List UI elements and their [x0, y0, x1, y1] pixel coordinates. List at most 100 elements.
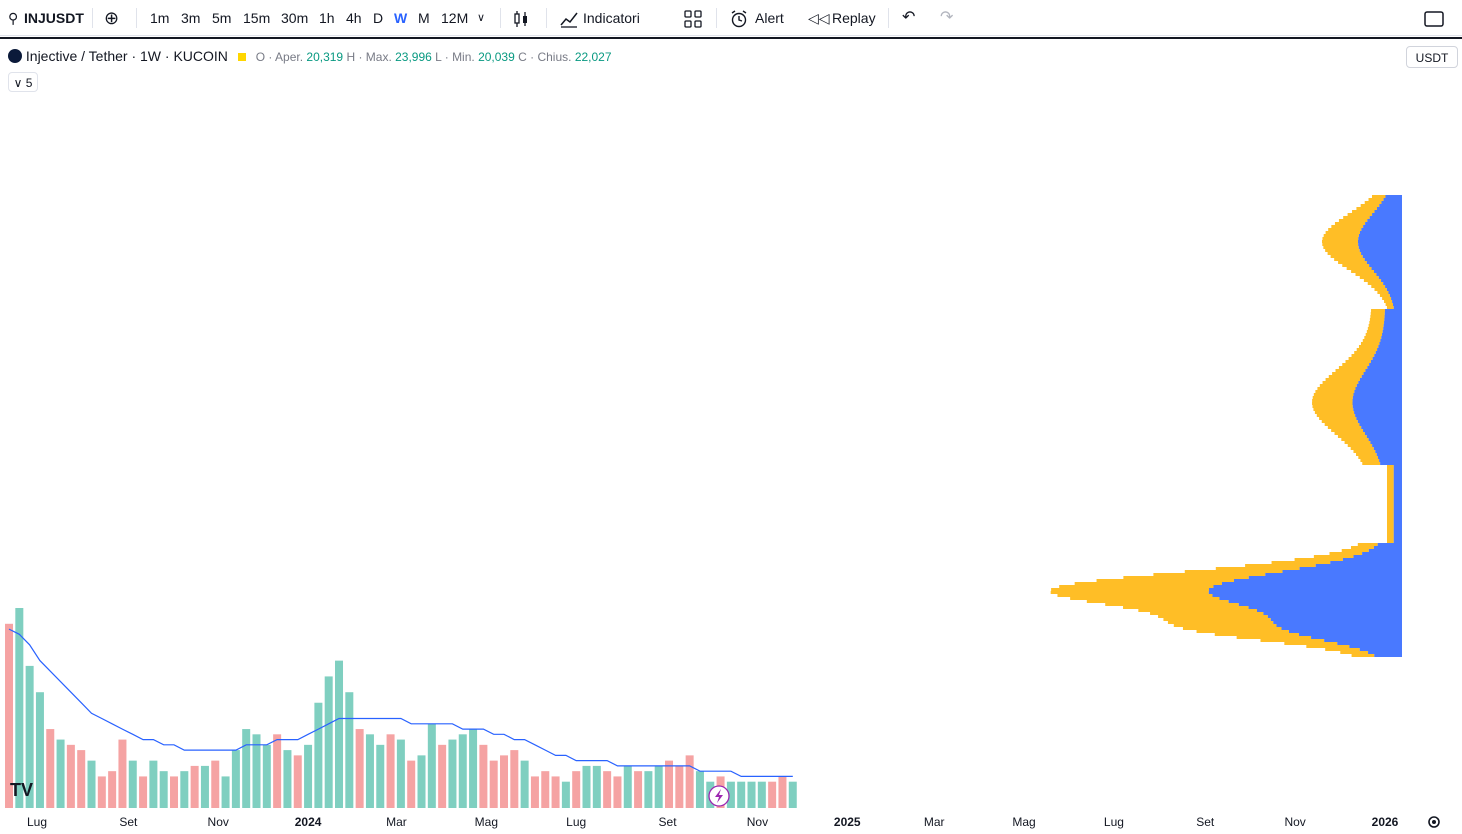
volume-profile-row-down: [1354, 390, 1402, 393]
interval-1h[interactable]: 1h: [319, 10, 335, 26]
volume-bar: [56, 739, 65, 808]
volume-bar: [118, 739, 127, 808]
volume-profile-row-down: [1367, 219, 1402, 222]
compare-symbol-icon[interactable]: ⊕: [104, 8, 120, 28]
symbol-search-icon[interactable]: ⚲: [8, 10, 19, 26]
interval-w[interactable]: W: [394, 10, 408, 26]
settings-gear-icon[interactable]: [1428, 816, 1440, 828]
volume-profile-row-down: [1372, 444, 1402, 447]
chart-legend[interactable]: Injective / Tether · 1W · KUCOIN O · Ape…: [8, 48, 612, 64]
interval-30m[interactable]: 30m: [281, 10, 309, 26]
currency-button[interactable]: USDT: [1406, 46, 1458, 68]
alert-button[interactable]: Alert: [755, 10, 784, 26]
indicators-button[interactable]: Indicatori: [583, 10, 640, 26]
time-tick-label: Set: [119, 815, 138, 829]
volume-bar: [685, 755, 694, 808]
volume-profile-row-up: [1356, 348, 1378, 351]
volume-profile-row-down: [1380, 462, 1402, 465]
volume-bar: [417, 755, 426, 808]
interval-3m[interactable]: 3m: [181, 10, 201, 26]
indicators-icon[interactable]: [560, 0, 578, 36]
volume-bar: [500, 755, 509, 808]
volume-profile-row-up: [1059, 585, 1214, 588]
undo-icon[interactable]: ↶: [902, 9, 916, 26]
volume-profile-row-down: [1359, 648, 1402, 651]
volume-bar: [77, 750, 86, 808]
candles-chart-type-icon[interactable]: [512, 0, 530, 36]
interval-m[interactable]: M: [418, 10, 430, 26]
volume-profile-row-up: [1387, 507, 1394, 510]
volume-profile-row-down: [1265, 573, 1402, 576]
volume-bar: [365, 734, 374, 808]
exchange-logo-icon: [8, 49, 22, 63]
volume-profile-row-up: [1314, 411, 1355, 414]
volume-profile-row-down: [1263, 612, 1402, 615]
symbol-search-button[interactable]: INJUSDT: [24, 10, 84, 26]
interval-12m[interactable]: 12M: [441, 10, 469, 26]
interval-dropdown-chevron-icon[interactable]: ∨: [477, 12, 486, 24]
volume-profile-row-down: [1358, 234, 1402, 237]
volume-profile-row-up: [1387, 465, 1394, 468]
volume-profile-row-down: [1393, 513, 1402, 516]
fullscreen-icon[interactable]: [1424, 0, 1444, 36]
volume-profile-row-down: [1393, 486, 1402, 489]
volume-profile-row-down: [1383, 198, 1402, 201]
lightning-icon[interactable]: [708, 785, 730, 807]
volume-bar: [304, 744, 313, 808]
volume-profile-row-up: [1346, 267, 1372, 270]
volume-profile-row-up: [1323, 234, 1359, 237]
volume-profile-row-up: [1351, 270, 1375, 273]
volume-profile-row-up: [1325, 378, 1360, 381]
volume-profile-row-up: [1338, 261, 1367, 264]
volume-profile-row-up: [1215, 567, 1300, 570]
volume-profile-row-up: [1338, 219, 1368, 222]
alert-clock-icon[interactable]: [730, 0, 748, 36]
volume-profile-row-up: [1312, 405, 1353, 408]
volume-bar: [262, 744, 271, 808]
volume-profile-row-up: [1196, 630, 1290, 633]
interval-15m[interactable]: 15m: [243, 10, 271, 26]
volume-profile-row-up: [1324, 423, 1360, 426]
volume-profile-row-down: [1234, 579, 1402, 582]
interval-5m[interactable]: 5m: [212, 10, 232, 26]
tradingview-logo[interactable]: TV: [10, 780, 33, 800]
volume-profile-row-up: [1387, 483, 1394, 486]
volume-ma-line: [8, 628, 793, 778]
volume-profile-row-down: [1376, 273, 1402, 276]
volume-bar: [788, 781, 797, 808]
volume-profile-row-down: [1208, 591, 1402, 594]
replay-rewind-icon[interactable]: ◁◁: [808, 10, 830, 26]
time-tick-label: 2026: [1372, 815, 1399, 829]
layouts-grid-icon[interactable]: [684, 0, 702, 36]
volume-profile-row-down: [1366, 261, 1402, 264]
interval-1m[interactable]: 1m: [150, 10, 170, 26]
volume-profile-row-up: [1387, 513, 1394, 516]
volume-bar: [170, 776, 179, 808]
replay-button[interactable]: Replay: [832, 10, 876, 26]
volume-bar: [737, 781, 746, 808]
time-axis[interactable]: Lug Set Nov 2024 Mar Mag Lug Set Nov 2025 Mar Mag Lu…: [27, 815, 1399, 829]
volume-profile-row-up: [1387, 531, 1394, 534]
volume-profile-row-up: [1370, 315, 1385, 318]
volume-profile-row-up: [1322, 381, 1359, 384]
volume-profile-row-up: [1317, 387, 1356, 390]
volume-profile-row-down: [1368, 651, 1402, 654]
volume-bar: [5, 623, 14, 808]
volume-profile-row-up: [1351, 654, 1375, 657]
redo-icon[interactable]: ↷: [940, 9, 954, 26]
volume-profile-row-down: [1381, 336, 1402, 339]
volume-profile-row-up: [1387, 525, 1394, 528]
volume-bar: [149, 760, 158, 808]
volume-profile-row-down: [1363, 429, 1402, 432]
volume-bar: [200, 765, 209, 808]
volume-profile-row-down: [1374, 354, 1402, 357]
volume-profile-row-up: [1334, 258, 1365, 261]
volume-profile-row-up: [1284, 642, 1338, 645]
volume-profile-row-up: [1271, 561, 1331, 564]
interval-d[interactable]: D: [373, 10, 384, 26]
toolbar-divider: [888, 8, 889, 28]
interval-4h[interactable]: 4h: [346, 10, 362, 26]
volume-profile-row-down: [1364, 432, 1402, 435]
indicators-collapse-button[interactable]: ∨ 5: [8, 72, 38, 92]
